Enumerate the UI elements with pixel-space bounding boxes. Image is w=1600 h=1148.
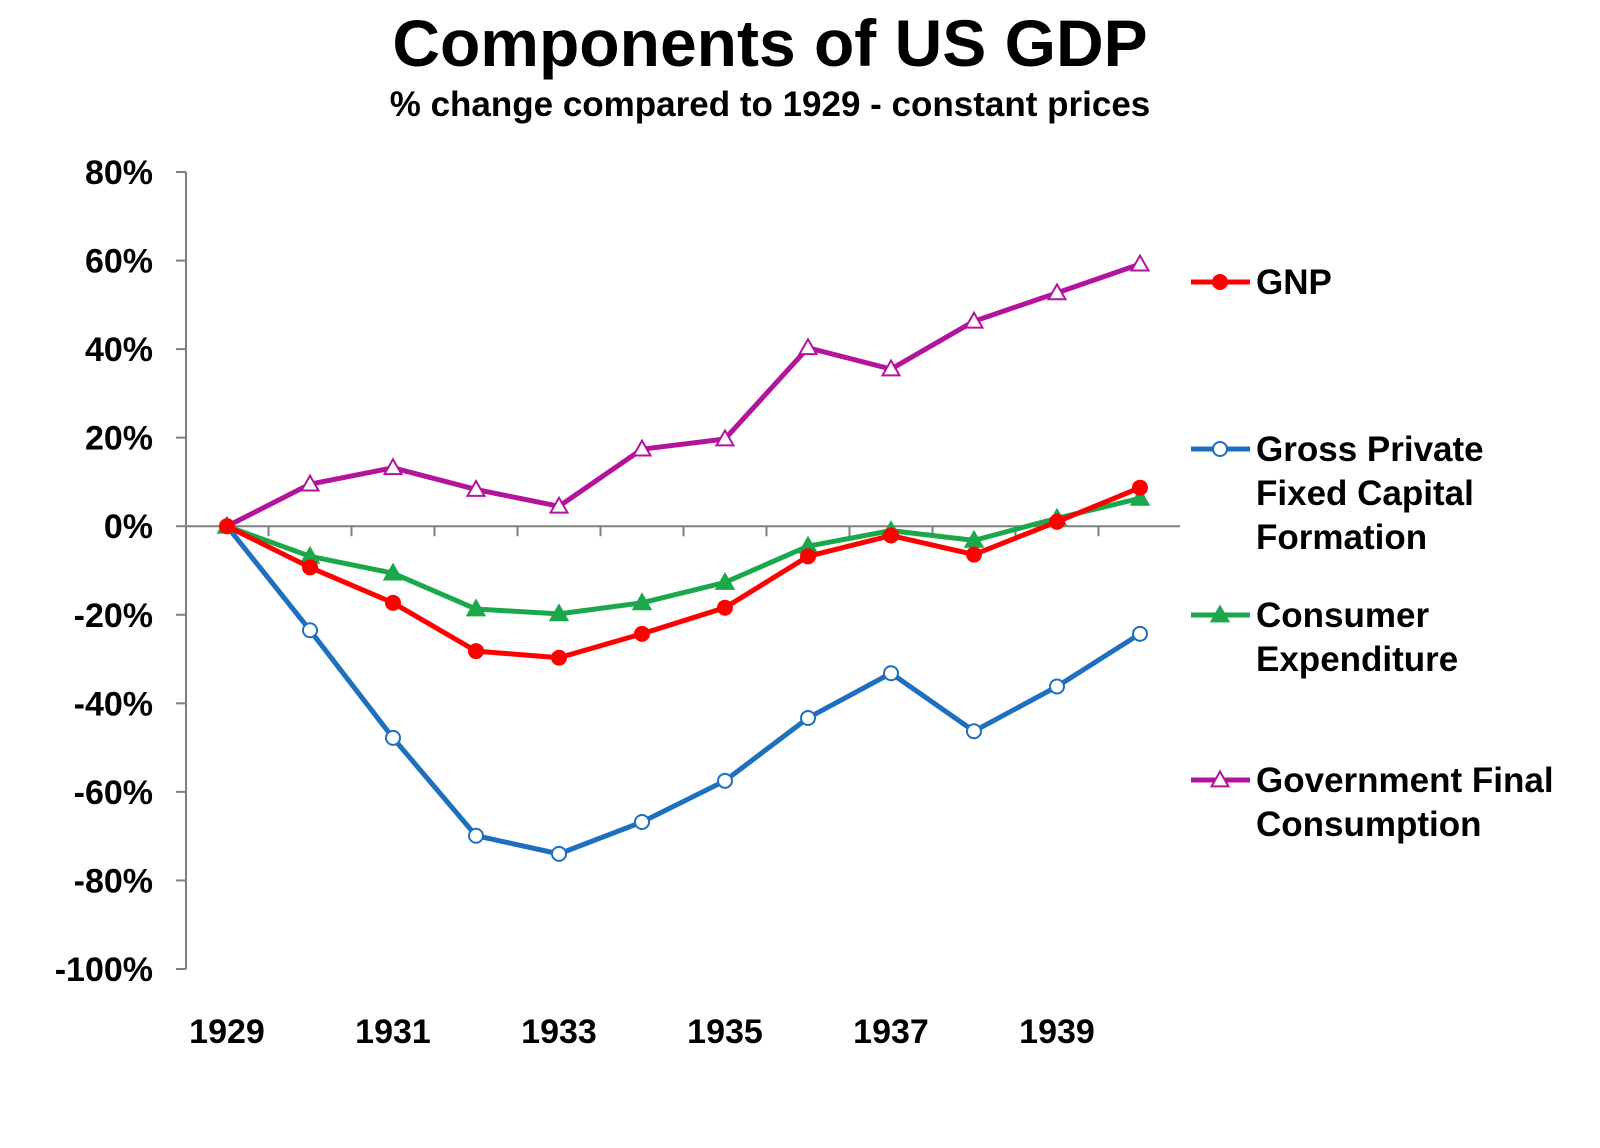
data-point-consumer-expenditure — [382, 562, 404, 581]
data-point-government-final-consumption — [465, 478, 487, 497]
legend-marker — [1209, 769, 1231, 788]
legend-item-government-final-consumption: Government Final Consumption — [1191, 761, 1554, 844]
data-point-government-final-consumption — [714, 428, 736, 447]
y-tick-label: -100% — [55, 951, 153, 989]
data-point-gross-private-fixed-capital-formation — [966, 723, 982, 740]
data-point-gnp — [966, 546, 982, 563]
legend: GNP Gross Private Fixed Capital Formation Co… — [1191, 263, 1554, 844]
series-line-consumer-expenditure — [226, 495, 1141, 617]
data-point-gnp — [634, 625, 650, 642]
series-gross-private-fixed-capital-formation — [219, 518, 1148, 862]
data-point-government-final-consumption — [1129, 253, 1151, 272]
axes: 80% 60% 40% 20% 0% -20% -40% -60% -80% -100% 1929 1… — [55, 154, 1180, 1051]
legend-label: Formation — [1256, 518, 1427, 557]
legend-label: Gross Private — [1256, 430, 1484, 469]
data-point-consumer-expenditure — [714, 571, 736, 590]
data-point-gnp — [302, 559, 318, 576]
data-point-gnp — [800, 548, 816, 565]
series-group — [216, 253, 1151, 862]
data-point-gross-private-fixed-capital-formation — [800, 709, 816, 726]
chart-subtitle: % change compared to 1929 - constant pri… — [390, 85, 1151, 124]
data-point-gross-private-fixed-capital-formation — [385, 729, 401, 746]
y-tick-label: -80% — [74, 862, 153, 900]
data-point-gross-private-fixed-capital-formation — [883, 665, 899, 682]
data-point-gnp — [219, 518, 235, 535]
x-tick-label: 1931 — [355, 1013, 431, 1051]
data-point-government-final-consumption — [631, 438, 653, 457]
series-gnp — [219, 479, 1148, 666]
data-point-government-final-consumption — [548, 495, 570, 514]
y-tick-label: 0% — [104, 508, 153, 546]
legend-label: Consumption — [1256, 805, 1482, 844]
y-tick-label: 80% — [85, 154, 153, 192]
data-point-gnp — [551, 649, 567, 666]
x-tick-label: 1939 — [1019, 1013, 1095, 1051]
y-tick-label: -20% — [74, 597, 153, 635]
series-consumer-expenditure — [216, 487, 1151, 622]
y-tick-label: 60% — [85, 243, 153, 281]
legend-label: Expenditure — [1256, 640, 1458, 679]
x-tick-label: 1937 — [853, 1013, 929, 1051]
data-point-government-final-consumption — [880, 358, 902, 377]
data-point-gnp — [717, 599, 733, 616]
data-point-consumer-expenditure — [548, 603, 570, 622]
data-point-government-final-consumption — [797, 337, 819, 356]
data-point-gross-private-fixed-capital-formation — [634, 813, 650, 830]
legend-marker — [1212, 274, 1228, 290]
legend-item-gnp: GNP — [1191, 263, 1332, 302]
legend-marker — [1209, 604, 1231, 623]
legend-marker — [1212, 441, 1228, 457]
data-point-gnp — [468, 643, 484, 660]
data-point-government-final-consumption — [963, 310, 985, 329]
data-point-gnp — [385, 594, 401, 611]
legend-label: Consumer — [1256, 596, 1429, 635]
x-tick-label: 1933 — [521, 1013, 597, 1051]
legend-label: Government Final — [1256, 761, 1554, 800]
legend-label: GNP — [1256, 263, 1332, 302]
data-point-consumer-expenditure — [1129, 487, 1151, 506]
y-tick-label: 40% — [85, 331, 153, 369]
data-point-gnp — [883, 527, 899, 544]
chart-title: Components of US GDP — [392, 6, 1147, 80]
series-line-gnp — [225, 485, 1141, 661]
x-tick-label: 1935 — [687, 1013, 763, 1051]
data-point-gnp — [1049, 513, 1065, 530]
y-tick-label: 20% — [85, 420, 153, 458]
data-point-consumer-expenditure — [631, 592, 653, 611]
series-line-government-final-consumption — [225, 261, 1141, 529]
data-point-consumer-expenditure — [465, 598, 487, 617]
data-point-government-final-consumption — [1046, 282, 1068, 301]
data-point-gross-private-fixed-capital-formation — [551, 845, 567, 862]
data-point-gross-private-fixed-capital-formation — [468, 827, 484, 844]
data-point-gross-private-fixed-capital-formation — [1132, 625, 1148, 642]
data-point-government-final-consumption — [382, 457, 404, 476]
series-line-gross-private-fixed-capital-formation — [225, 524, 1142, 857]
data-point-gross-private-fixed-capital-formation — [1049, 678, 1065, 695]
legend-item-gross-private-fixed-capital-formation: Gross Private Fixed Capital Formation — [1191, 430, 1484, 557]
series-government-final-consumption — [216, 253, 1151, 534]
legend-label: Fixed Capital — [1256, 474, 1474, 513]
data-point-gnp — [1132, 479, 1148, 496]
legend-item-consumer-expenditure: Consumer Expenditure — [1191, 596, 1458, 679]
data-point-government-final-consumption — [299, 473, 321, 492]
data-point-gross-private-fixed-capital-formation — [717, 772, 733, 789]
x-tick-label: 1929 — [189, 1013, 265, 1051]
y-tick-label: -60% — [74, 774, 153, 812]
y-tick-label: -40% — [74, 685, 153, 723]
data-point-gross-private-fixed-capital-formation — [302, 622, 318, 639]
